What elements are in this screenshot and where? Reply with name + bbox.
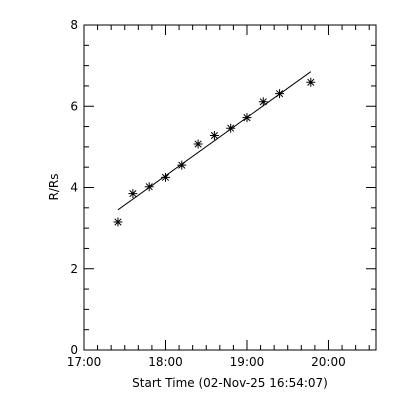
data-point xyxy=(275,89,285,99)
plot-frame xyxy=(83,24,377,351)
data-point xyxy=(242,113,252,123)
data-point xyxy=(209,131,219,140)
y-tick-label: 8 xyxy=(70,18,78,32)
x-tick-label: 17:00 xyxy=(67,355,102,369)
y-tick-label: 2 xyxy=(70,262,78,276)
data-point xyxy=(144,182,154,192)
y-tick-label: 6 xyxy=(70,99,78,113)
data-point xyxy=(306,77,316,87)
data-point xyxy=(128,189,138,199)
data-point xyxy=(226,123,236,133)
y-tick-label: 0 xyxy=(70,343,78,357)
data-marks xyxy=(113,71,316,227)
data-point xyxy=(193,139,203,149)
x-tick-label: 20:00 xyxy=(311,355,346,369)
x-tick-label: 18:00 xyxy=(148,355,183,369)
data-point xyxy=(113,217,123,227)
data-point xyxy=(160,172,170,182)
data-point xyxy=(258,97,268,107)
data-point xyxy=(177,160,187,170)
axis-ticks: 17:00 18:00 19:00 20:00 0 2 4 6 8 xyxy=(67,18,376,369)
y-tick-label: 4 xyxy=(70,181,78,195)
y-axis-label: R/Rs xyxy=(47,174,61,201)
x-tick-label: 19:00 xyxy=(230,355,265,369)
x-axis-label: Start Time (02-Nov-25 16:54:07) xyxy=(132,376,328,390)
